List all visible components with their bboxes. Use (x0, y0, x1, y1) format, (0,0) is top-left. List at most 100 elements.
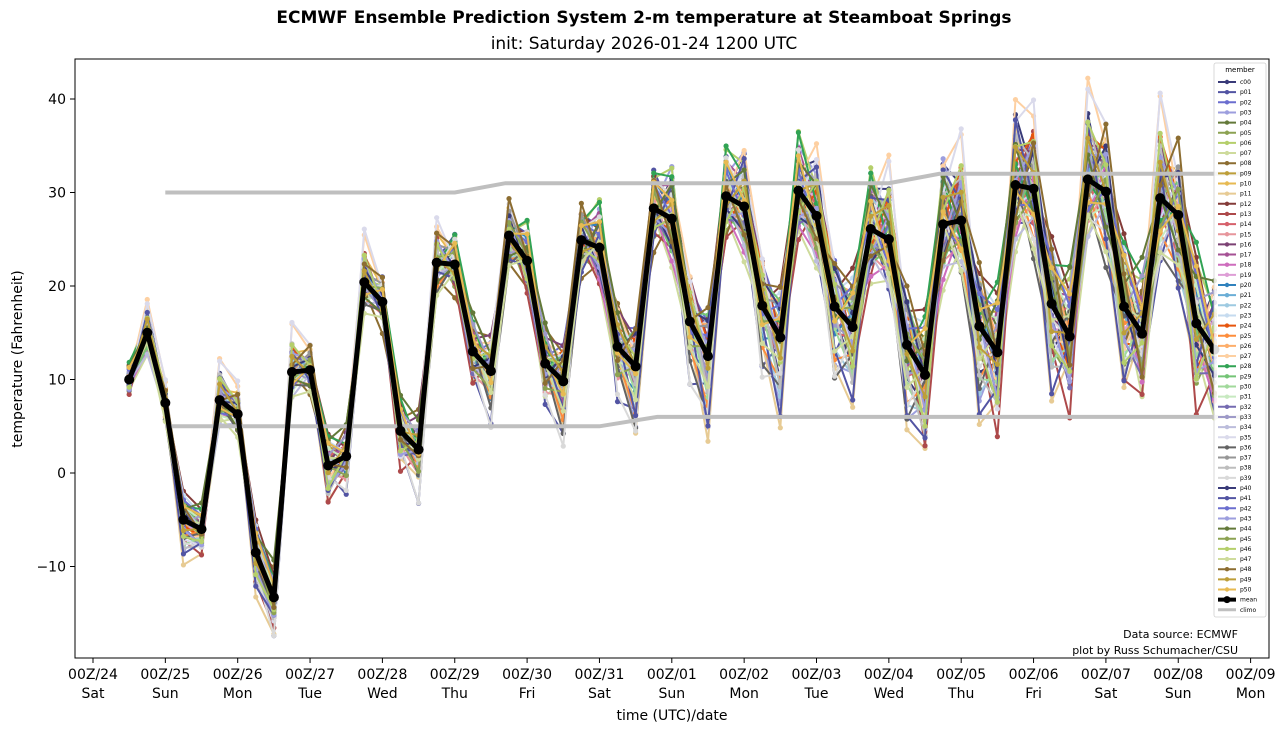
member-point-p50 (578, 223, 584, 229)
member-point-p43 (813, 205, 820, 212)
legend-marker (1224, 445, 1230, 450)
legend-item-p37: p37 (1218, 455, 1252, 462)
x-tick-label-time: 00Z/05 (936, 667, 986, 683)
member-point-p50 (795, 153, 802, 159)
member-point-p50 (1121, 252, 1127, 258)
member-point-p28 (452, 232, 458, 238)
member-point-p01 (542, 401, 548, 407)
member-point-p47 (976, 356, 982, 362)
legend-item-mean: mean (1218, 596, 1257, 604)
legend-label: p40 (1240, 485, 1252, 492)
legend-label: p27 (1240, 353, 1252, 360)
mean-point (883, 234, 894, 245)
member-point-p48 (614, 357, 621, 364)
mean-point (648, 203, 659, 214)
member-point-p47 (958, 268, 964, 274)
member-point-p50 (1157, 228, 1163, 234)
legend-label: p23 (1240, 312, 1252, 319)
x-tick-label-time: 00Z/25 (140, 667, 190, 683)
legend-marker (1224, 272, 1230, 278)
member-point-p47 (1103, 249, 1109, 255)
legend-item-p01: p01 (1218, 89, 1252, 96)
legend-item-p34: p34 (1218, 424, 1252, 431)
member-point-p41 (922, 435, 928, 441)
legend-item-p20: p20 (1218, 282, 1252, 289)
mean-point (865, 223, 876, 234)
legend-label: p12 (1240, 201, 1252, 208)
legend-item-p16: p16 (1218, 241, 1252, 248)
member-point-p41 (741, 156, 747, 162)
legend-marker (1224, 282, 1230, 288)
member-point-p07 (741, 259, 747, 265)
member-point-p35 (759, 256, 765, 262)
member-point-p47 (904, 384, 910, 390)
mean-point (666, 213, 677, 224)
legend-marker (1224, 150, 1230, 156)
legend-item-p29: p29 (1218, 373, 1252, 380)
mean-point (305, 365, 316, 376)
legend-marker (1224, 323, 1230, 328)
legend-label: p37 (1240, 455, 1252, 462)
member-point-p41 (253, 583, 259, 589)
legend-item-p14: p14 (1218, 221, 1252, 228)
legend-marker (1224, 303, 1230, 308)
member-point-p27 (940, 163, 946, 169)
x-tick-label-day: Tue (297, 686, 322, 702)
member-point-p41 (1121, 378, 1127, 384)
legend-marker (1224, 130, 1230, 135)
legend-marker (1224, 161, 1230, 166)
member-point-p44 (1139, 254, 1145, 260)
member-point-p13 (795, 237, 802, 243)
member-point-p32 (1067, 385, 1073, 391)
x-tick-label-time: 00Z/27 (285, 667, 335, 683)
x-axis: 00Z/24 Sat 00Z/25 Sun 00Z/26 Mon 00Z/27 Tue 00Z/… (68, 658, 1276, 702)
member-point-p13 (922, 443, 928, 449)
member-point-p48 (542, 380, 548, 386)
member-point-p40 (1193, 342, 1199, 348)
member-point-p39 (415, 500, 422, 506)
mean-point (160, 397, 171, 408)
member-point-p03 (940, 156, 946, 162)
mean-point (956, 215, 967, 226)
member-point-p50 (596, 219, 603, 225)
legend-item-p23: p23 (1218, 312, 1252, 319)
member-point-p48 (1049, 246, 1055, 252)
legend-label: p47 (1240, 556, 1252, 563)
member-point-p11 (705, 438, 711, 444)
member-point-p06 (868, 165, 874, 171)
legend-marker (1224, 252, 1230, 257)
member-point-p50 (759, 322, 765, 328)
legend-label: p21 (1240, 292, 1252, 299)
mean-point (214, 395, 225, 406)
member-point-p49 (1085, 135, 1091, 141)
legend-marker (1224, 435, 1230, 440)
legend-marker (1224, 333, 1230, 338)
legend-marker (1224, 546, 1230, 552)
mean-point (142, 327, 153, 338)
legend-marker (1224, 120, 1230, 125)
x-tick-label-time: 00Z/01 (647, 667, 697, 683)
member-point-p46 (217, 376, 223, 382)
member-point-p39 (759, 374, 765, 380)
legend-marker (1224, 567, 1230, 572)
member-point-p50 (958, 246, 964, 252)
legend-marker (1224, 292, 1230, 298)
member-point-p12 (1121, 231, 1127, 237)
x-tick-label-time: 00Z/26 (213, 667, 263, 683)
member-point-p48 (868, 253, 874, 259)
legend-label: p29 (1240, 373, 1252, 380)
member-point-p49 (144, 316, 150, 322)
legend-label: p22 (1240, 302, 1252, 309)
member-point-p48 (1121, 271, 1127, 277)
member-point-p49 (777, 355, 783, 361)
member-point-p01 (343, 491, 349, 497)
member-point-p35 (958, 126, 964, 132)
member-point-p39 (542, 392, 548, 398)
mean-point (992, 347, 1003, 358)
member-point-p49 (1049, 328, 1055, 335)
member-point-p46 (361, 252, 367, 258)
legend-item-p47: p47 (1218, 556, 1252, 563)
member-point-p35 (687, 278, 693, 285)
member-point-p34 (813, 258, 820, 264)
member-point-p34 (144, 351, 150, 357)
